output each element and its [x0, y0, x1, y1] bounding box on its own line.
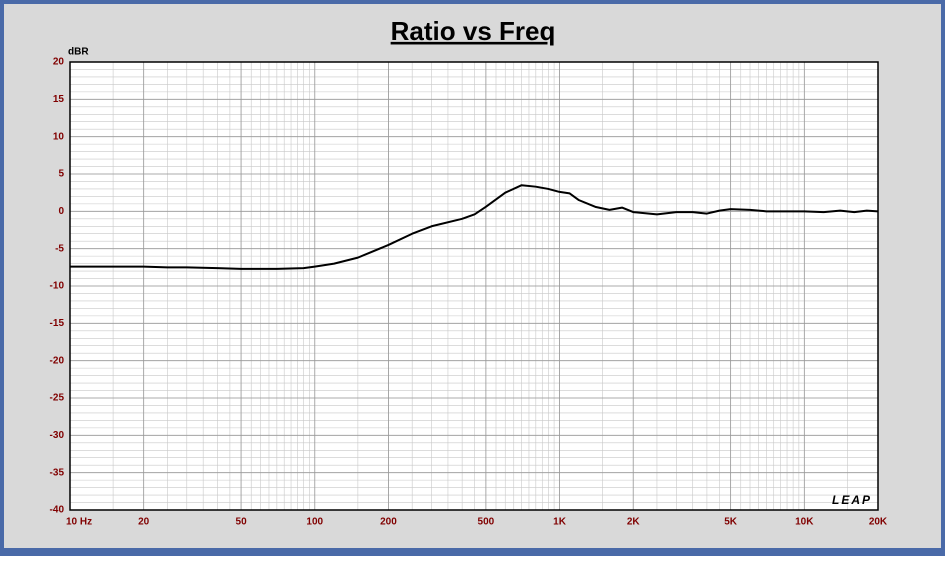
y-tick-label: 10	[53, 131, 65, 142]
x-tick-label: 20	[138, 517, 150, 528]
x-tick-label: 10K	[795, 517, 814, 528]
plot-border	[69, 61, 879, 511]
x-tick-label: 1K	[553, 517, 567, 528]
y-tick-label: -15	[50, 318, 65, 329]
x-tick-label: 100	[306, 517, 323, 528]
x-tick-label: 500	[478, 517, 495, 528]
x-tick-label: 200	[380, 517, 397, 528]
y-tick-label: -35	[50, 467, 65, 478]
data-line	[70, 184, 879, 270]
x-tick-label: 2K	[627, 517, 641, 528]
y-tick-label: 20	[53, 57, 65, 68]
chart-title: Ratio vs Freq	[391, 16, 556, 46]
y-tick-label: -40	[50, 505, 65, 516]
y-tick-label: 0	[58, 206, 64, 217]
x-tick-label: 50	[236, 517, 248, 528]
y-tick-label: 15	[53, 94, 65, 105]
y-tick-label: -5	[55, 243, 64, 254]
y-tick-label: -20	[50, 355, 65, 366]
logo: LEAP	[832, 493, 872, 507]
y-tick-label: 5	[58, 169, 64, 180]
x-tick-label: 10 Hz	[66, 517, 92, 528]
y-tick-label: -30	[50, 430, 65, 441]
y-axis-label: dBR	[68, 47, 89, 58]
y-tick-label: -10	[50, 281, 65, 292]
y-tick-label: -25	[50, 393, 65, 404]
x-tick-label: 20K	[869, 517, 888, 528]
x-tick-label: 5K	[724, 517, 738, 528]
